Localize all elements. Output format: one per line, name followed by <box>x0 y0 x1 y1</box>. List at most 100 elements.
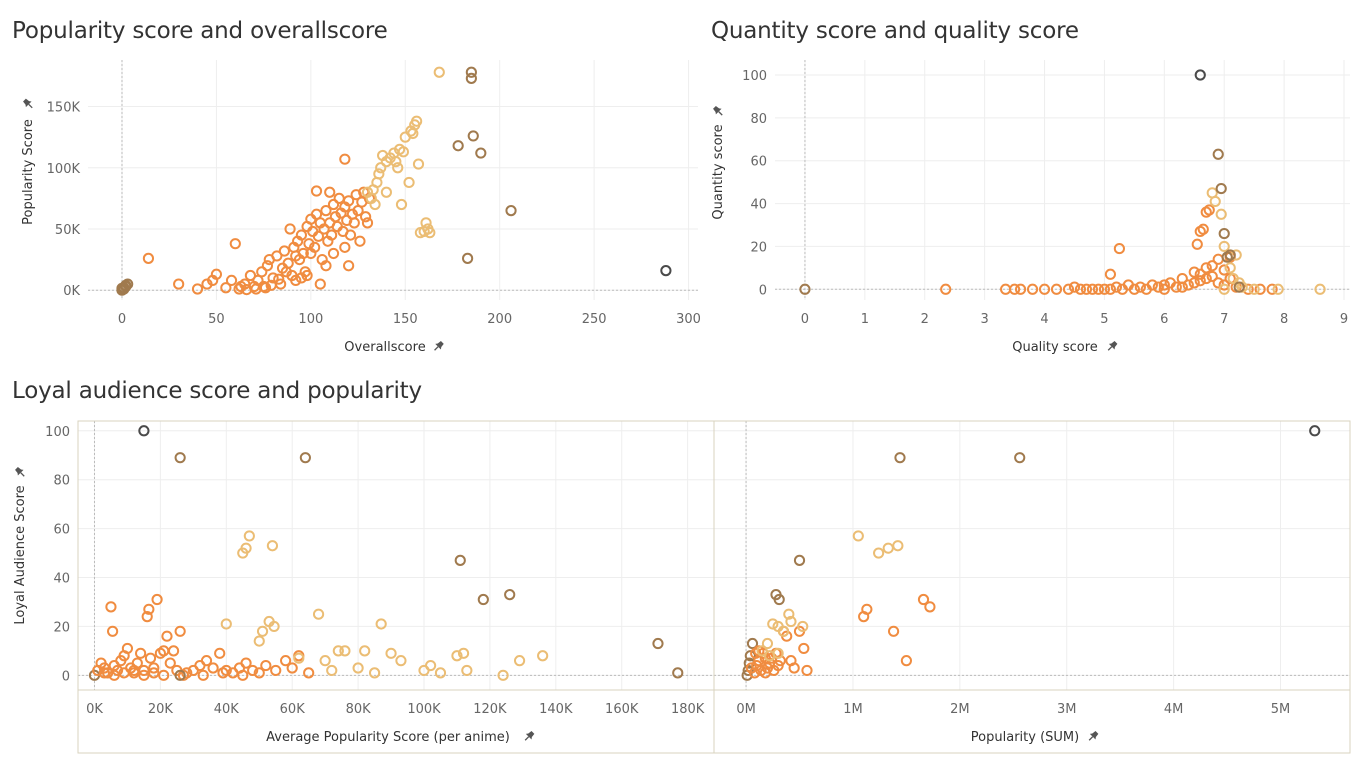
data-point[interactable] <box>280 266 292 278</box>
data-point[interactable] <box>128 664 140 677</box>
data-point[interactable] <box>361 217 374 229</box>
data-point[interactable] <box>452 140 464 152</box>
data-point[interactable] <box>504 589 516 601</box>
data-point[interactable] <box>286 662 298 674</box>
data-point[interactable] <box>1212 253 1224 265</box>
data-point[interactable] <box>1266 283 1278 295</box>
data-point[interactable] <box>537 650 549 662</box>
data-point[interactable] <box>767 618 779 630</box>
data-point[interactable] <box>497 669 509 681</box>
data-point[interactable] <box>197 669 209 681</box>
data-point[interactable] <box>411 115 423 127</box>
data-point[interactable] <box>1206 270 1218 283</box>
data-point[interactable] <box>343 195 355 207</box>
data-point[interactable] <box>465 66 477 78</box>
data-point[interactable] <box>359 645 371 657</box>
data-point[interactable] <box>173 278 185 290</box>
data-point[interactable] <box>167 645 180 657</box>
data-point[interactable] <box>797 620 809 633</box>
data-point[interactable] <box>174 625 186 637</box>
data-point[interactable] <box>1191 238 1203 250</box>
data-point[interactable] <box>326 664 338 677</box>
data-point[interactable] <box>1182 279 1194 291</box>
data-point[interactable] <box>892 540 904 552</box>
data-point[interactable] <box>1152 281 1164 293</box>
x-axis-label[interactable]: Average Popularity Score (per anime) <box>266 730 510 745</box>
data-point[interactable] <box>164 657 176 669</box>
data-point[interactable] <box>143 603 155 615</box>
data-point[interactable] <box>1194 69 1206 81</box>
data-point[interactable] <box>343 260 355 272</box>
data-point[interactable] <box>395 655 407 667</box>
data-point[interactable] <box>799 283 811 295</box>
data-point[interactable] <box>105 601 117 613</box>
data-point[interactable] <box>295 229 308 241</box>
data-point[interactable] <box>1038 283 1051 295</box>
data-point[interactable] <box>1248 283 1260 295</box>
data-point[interactable] <box>1203 204 1215 216</box>
data-point[interactable] <box>375 162 387 174</box>
data-point[interactable] <box>454 554 466 566</box>
data-point[interactable] <box>268 620 280 633</box>
data-point[interactable] <box>1014 452 1026 464</box>
data-point[interactable] <box>461 664 473 677</box>
data-point[interactable] <box>253 635 265 647</box>
data-point[interactable] <box>1098 283 1111 295</box>
data-point[interactable] <box>135 647 147 659</box>
data-point[interactable] <box>1224 249 1236 261</box>
x-axis-pin-icon[interactable] <box>1086 730 1099 743</box>
data-point[interactable] <box>1194 275 1206 287</box>
data-point[interactable] <box>1014 283 1027 295</box>
data-point[interactable] <box>1212 148 1224 160</box>
data-point[interactable] <box>894 452 906 464</box>
data-point[interactable] <box>424 227 436 239</box>
data-point[interactable] <box>339 241 351 253</box>
data-point[interactable] <box>229 238 241 250</box>
data-point[interactable] <box>161 630 173 642</box>
data-point[interactable] <box>660 265 672 277</box>
data-point[interactable] <box>214 647 226 659</box>
data-point[interactable] <box>280 655 292 667</box>
data-point[interactable] <box>1215 182 1227 195</box>
data-point[interactable] <box>265 279 277 291</box>
data-point[interactable] <box>225 274 238 287</box>
data-point[interactable] <box>312 608 325 620</box>
data-point[interactable] <box>1218 227 1230 240</box>
data-point[interactable] <box>940 283 952 295</box>
data-point[interactable] <box>1026 283 1039 295</box>
data-point[interactable] <box>1218 283 1230 295</box>
data-point[interactable] <box>108 669 120 681</box>
data-point[interactable] <box>271 250 283 262</box>
data-point[interactable] <box>138 669 150 681</box>
data-point[interactable] <box>174 452 186 464</box>
data-point[interactable] <box>326 229 338 241</box>
data-point[interactable] <box>1080 283 1093 295</box>
data-point[interactable] <box>278 245 291 257</box>
data-point[interactable] <box>369 198 381 211</box>
data-point[interactable] <box>467 130 479 142</box>
data-point[interactable] <box>457 647 470 659</box>
data-point[interactable] <box>368 667 381 679</box>
data-point[interactable] <box>652 637 664 650</box>
data-point[interactable] <box>477 593 489 606</box>
data-point[interactable] <box>801 664 813 677</box>
data-point[interactable] <box>1224 262 1236 274</box>
data-point[interactable] <box>235 280 247 293</box>
data-point[interactable] <box>1062 283 1075 295</box>
data-point[interactable] <box>210 268 223 280</box>
data-point[interactable] <box>761 637 774 650</box>
data-point[interactable] <box>118 667 130 679</box>
data-point[interactable] <box>1110 281 1123 293</box>
data-point[interactable] <box>750 647 762 659</box>
data-point[interactable] <box>240 657 252 669</box>
data-point[interactable] <box>1206 260 1218 272</box>
data-point[interactable] <box>333 192 345 204</box>
data-point[interactable] <box>1218 279 1230 291</box>
data-point[interactable] <box>1176 281 1188 293</box>
data-point[interactable] <box>475 147 487 159</box>
data-point[interactable] <box>293 652 305 664</box>
data-point[interactable] <box>793 554 806 566</box>
data-point[interactable] <box>397 146 409 158</box>
data-point[interactable] <box>672 667 684 679</box>
data-point[interactable] <box>320 205 332 217</box>
